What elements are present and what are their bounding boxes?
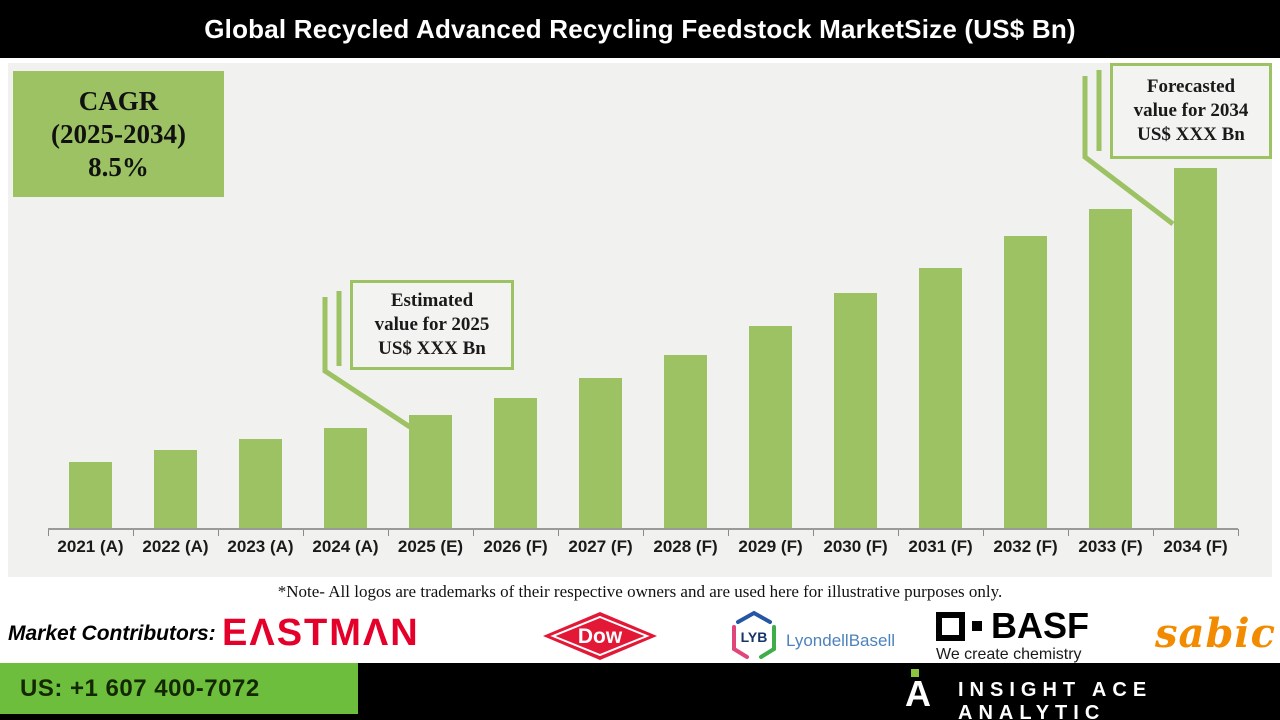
callout-line: US$ XXX Bn	[1137, 124, 1245, 145]
x-axis-tick	[218, 529, 219, 536]
callout-line: US$ XXX Bn	[378, 338, 486, 359]
bar-2026 (F)	[494, 398, 537, 528]
basf-square-outline-icon	[936, 611, 965, 641]
callout-line: Estimated	[390, 290, 474, 311]
bar-2022 (A)	[154, 450, 197, 528]
bar-2032 (F)	[1004, 236, 1047, 528]
x-axis-tick	[728, 529, 729, 536]
basf-tagline: We create chemistry	[936, 646, 1082, 663]
callout-line: value for 2025	[374, 314, 490, 335]
cagr-badge: CAGR (2025-2034) 8.5%	[13, 71, 224, 197]
callout-estimated-2025: Estimated value for 2025 US$ XXX Bn	[350, 280, 514, 370]
x-axis-tick	[303, 529, 304, 536]
x-axis-label: 2023 (A)	[227, 537, 294, 556]
basf-wordmark: BASF	[991, 605, 1089, 646]
x-axis-tick	[48, 529, 49, 536]
lyb-hexagon-icon: LYB	[732, 610, 776, 659]
x-axis-tick	[643, 529, 644, 536]
x-axis-tick	[388, 529, 389, 536]
bar-2027 (F)	[579, 378, 622, 528]
basf-logo: BASF We create chemistry	[936, 605, 1089, 664]
title-bar: Global Recycled Advanced Recycling Feeds…	[0, 0, 1280, 58]
x-axis-label: 2026 (F)	[483, 537, 548, 556]
cagr-period: (2025-2034)	[51, 118, 186, 149]
x-axis-label: 2024 (A)	[312, 537, 379, 556]
chart-title: Global Recycled Advanced Recycling Feeds…	[204, 13, 1076, 44]
dow-diamond-icon: Dow	[543, 612, 657, 660]
bar-2033 (F)	[1089, 209, 1132, 528]
x-axis-tick	[983, 529, 984, 536]
x-axis-label: 2027 (F)	[568, 537, 633, 556]
x-axis-label: 2033 (F)	[1078, 537, 1143, 556]
basf-mark: BASF	[936, 605, 1089, 646]
x-axis-label: 2032 (F)	[993, 537, 1058, 556]
note-row: *Note- All logos are trademarks of their…	[0, 579, 1280, 604]
svg-text:LYB: LYB	[741, 629, 768, 645]
brand-name: INSIGHT ACE ANALYTIC	[958, 679, 1153, 720]
eastman-logo: EΛSTMΛN	[222, 612, 420, 654]
x-axis-label: 2022 (A)	[142, 537, 209, 556]
x-axis-tick	[473, 529, 474, 536]
x-axis-label: 2028 (F)	[653, 537, 718, 556]
bar-2023 (A)	[239, 439, 282, 528]
footer-bar: US: +1 607 400-7072 A INSIGHT ACE ANALYT…	[0, 663, 1280, 720]
phone-banner: US: +1 607 400-7072	[0, 663, 358, 714]
x-axis-label: 2031 (F)	[908, 537, 973, 556]
callout-forecasted-2034: Forecasted value for 2034 US$ XXX Bn	[1110, 63, 1272, 159]
bar-2030 (F)	[834, 293, 877, 528]
bar-2034 (F)	[1174, 168, 1217, 528]
bar-2029 (F)	[749, 326, 792, 528]
chart-area: CAGR (2025-2034) 8.5% 2021 (A) 2022 (A) 20…	[8, 63, 1272, 577]
x-axis-label: 2025 (E)	[397, 537, 464, 556]
monogram-letter: A	[905, 673, 931, 714]
bar-2024 (A)	[324, 428, 367, 528]
svg-text:Dow: Dow	[578, 625, 623, 648]
dow-logo: Dow	[543, 612, 657, 665]
trademark-note: *Note- All logos are trademarks of their…	[277, 581, 1003, 601]
x-axis-label: 2021 (A)	[57, 537, 124, 556]
x-axis-tick	[1153, 529, 1154, 536]
bar-2028 (F)	[664, 355, 707, 528]
x-axis-tick	[133, 529, 134, 536]
x-axis-tick	[813, 529, 814, 536]
x-axis-tick	[558, 529, 559, 536]
x-axis-label: 2030 (F)	[823, 537, 888, 556]
x-axis-tick	[1068, 529, 1069, 536]
lyondellbasell-logo: LYB LyondellBasell	[731, 610, 895, 662]
cagr-label: CAGR	[78, 85, 159, 116]
basf-square-solid-icon	[972, 621, 982, 631]
callout-line: value for 2034	[1133, 100, 1249, 121]
lyondellbasell-wordmark: LyondellBasell	[786, 630, 895, 650]
x-axis-tick	[898, 529, 899, 536]
x-axis-tick	[1238, 529, 1239, 536]
bar-2025 (E)	[409, 415, 452, 528]
contributors-row: Market Contributors: EΛSTMΛN Dow LYB Lyo…	[0, 604, 1280, 663]
x-axis-line	[48, 528, 1238, 530]
callout-line: Forecasted	[1146, 76, 1236, 97]
x-axis-label: 2034 (F)	[1163, 537, 1228, 556]
sabic-logo: sabic	[1155, 610, 1276, 657]
insight-ace-monogram-icon: A	[905, 669, 945, 715]
cagr-value: 8.5%	[88, 151, 149, 182]
x-axis-label: 2029 (F)	[738, 537, 803, 556]
contributors-label: Market Contributors:	[8, 622, 216, 645]
monogram-dot	[911, 669, 919, 677]
phone-number: US: +1 607 400-7072	[20, 674, 260, 702]
bar-2031 (F)	[919, 268, 962, 528]
bar-2021 (A)	[69, 462, 112, 528]
